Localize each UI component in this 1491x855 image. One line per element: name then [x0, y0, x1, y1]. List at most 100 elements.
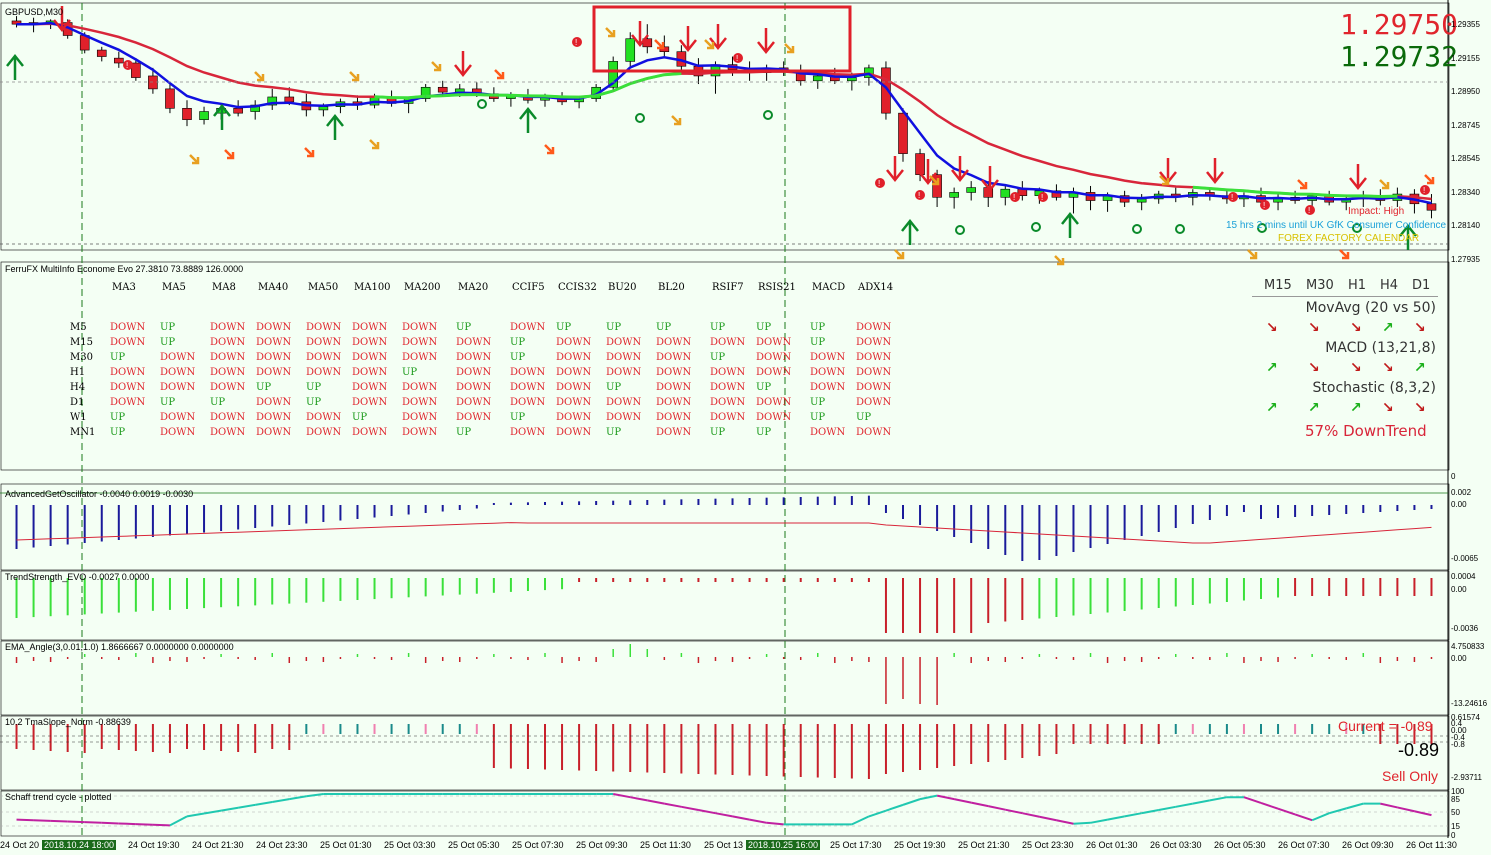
- multiinfo-cell: DOWN: [756, 397, 792, 408]
- candle-body: [165, 88, 175, 109]
- price-axis-label: 1.29155: [1451, 53, 1480, 63]
- multiinfo-cell: DOWN: [556, 352, 592, 363]
- ma-trend-segment: [374, 95, 392, 100]
- trend-arrow-icon: [372, 142, 380, 150]
- tma-scale-label: -0.4: [1451, 733, 1465, 742]
- stc-line-segment: [1260, 802, 1279, 810]
- event-marker-icon: [1228, 192, 1238, 202]
- stc-label: Schaff trend cycle - plotted: [5, 792, 112, 802]
- multiinfo-timeframe: W1: [70, 412, 87, 423]
- stc-line-segment: [647, 799, 665, 805]
- multiinfo-cell: DOWN: [756, 367, 792, 378]
- tma-scale-label: 0.4: [1451, 719, 1463, 728]
- multiinfo-column-header: MA5: [162, 282, 186, 293]
- candle-body: [182, 108, 192, 120]
- swing-marker-icon: [1257, 223, 1267, 233]
- candle-body: [114, 57, 124, 64]
- time-axis-label: 25 Oct 11:30: [640, 840, 691, 850]
- multiinfo-cell: DOWN: [556, 412, 592, 423]
- candle-body: [1051, 190, 1062, 198]
- time-axis-label: 26 Oct 01:30: [1086, 840, 1138, 850]
- stc-line-segment: [50, 819, 68, 823]
- multiinfo-cell: UP: [606, 427, 622, 438]
- multiinfo-column-header: RSIS21: [758, 282, 796, 293]
- ma-trend-segment: [1260, 190, 1279, 195]
- trend-arrow-icon: [1159, 175, 1169, 185]
- multiinfo-cell: UP: [256, 382, 272, 393]
- stc-line-segment: [868, 809, 887, 818]
- candle-body: [250, 104, 260, 112]
- multiinfo-cell: DOWN: [456, 397, 492, 408]
- multiinfo-cell: DOWN: [160, 382, 196, 393]
- multiinfo-cell: DOWN: [810, 352, 846, 363]
- event-marker-icon: [733, 53, 743, 63]
- trend-arrow-icon: [1382, 182, 1390, 190]
- multiinfo-cell: DOWN: [110, 337, 146, 348]
- stc-line-segment: [919, 794, 938, 801]
- trend-arrow-icon: [1247, 249, 1257, 259]
- trend-up-icon: ↗: [1414, 360, 1426, 376]
- time-axis-label: 24 Oct 19:30: [128, 840, 180, 850]
- stc-line-segment: [135, 823, 153, 826]
- candle-body: [1136, 198, 1147, 203]
- event-marker-icon: [1305, 205, 1315, 215]
- multiinfo-cell: DOWN: [402, 382, 438, 393]
- multiinfo-cell: UP: [510, 412, 526, 423]
- multiinfo-cell: DOWN: [606, 397, 642, 408]
- trend-arrow-icon: [1424, 174, 1434, 184]
- multiinfo-cell: DOWN: [510, 397, 546, 408]
- event-marker-icon: !: [575, 38, 577, 47]
- stc-line-segment: [1090, 818, 1108, 824]
- multiinfo-cell: DOWN: [210, 412, 246, 423]
- sell-arrow-icon: [981, 179, 999, 193]
- multiinfo-cell: DOWN: [856, 322, 892, 333]
- trend-up-icon: ↗: [1308, 400, 1320, 416]
- panel-frame: [0, 640, 1450, 716]
- price-axis-label: 1.28745: [1451, 120, 1480, 130]
- trend-up-icon: ↗: [1382, 320, 1394, 336]
- trend-timeframe-header: M15: [1264, 278, 1292, 293]
- stc-line-segment: [16, 818, 34, 822]
- multiinfo-cell: DOWN: [656, 337, 692, 348]
- stc-line-segment: [101, 821, 119, 825]
- tma-scale-label: -2.93711: [1451, 773, 1482, 782]
- multiinfo-cell: DOWN: [756, 337, 792, 348]
- event-marker-icon: [1420, 185, 1430, 195]
- stc-scale-label: 15: [1451, 822, 1460, 831]
- trend-down-icon: ↘: [1308, 320, 1320, 336]
- multiinfo-column-header: MA40: [258, 282, 289, 293]
- candle-body: [932, 174, 942, 198]
- time-axis-label: 25 Oct 21:30: [958, 840, 1010, 850]
- candle-body: [1426, 203, 1437, 211]
- multiinfo-cell: DOWN: [606, 337, 642, 348]
- time-axis-label: 25 Oct 13: [704, 840, 744, 850]
- panel-frame: [0, 570, 1450, 641]
- stc-line-segment: [681, 805, 699, 811]
- trend-arrow-icon: [932, 178, 940, 186]
- multiinfo-cell: DOWN: [656, 397, 692, 408]
- event-marker-icon: !: [1263, 201, 1265, 210]
- multiinfo-timeframe: H4: [70, 382, 86, 393]
- stc-line-segment: [1141, 809, 1159, 815]
- multiinfo-cell: DOWN: [710, 367, 746, 378]
- trend-arrow-icon: [704, 39, 714, 49]
- ma-trend-segment: [578, 94, 597, 99]
- multiinfo-cell: DOWN: [210, 352, 246, 363]
- multiinfo-cell: DOWN: [556, 367, 592, 378]
- stc-scale-label: 100: [1451, 787, 1465, 796]
- trend-down-icon: ↘: [1414, 400, 1426, 416]
- bid-price: 1.29750: [1340, 8, 1459, 41]
- time-axis-label: 25 Oct 23:30: [1022, 840, 1074, 850]
- ma-trend-segment: [544, 94, 563, 99]
- buy-arrow-icon: [1399, 223, 1417, 237]
- stc-line-segment: [953, 798, 972, 804]
- multiinfo-cell: DOWN: [856, 352, 892, 363]
- trend-arrow-icon: [224, 149, 234, 159]
- multiinfo-cell: DOWN: [606, 367, 642, 378]
- trend-arrow-icon: [349, 71, 359, 81]
- stc-scale-label: 50: [1451, 808, 1460, 817]
- multiinfo-cell: DOWN: [402, 412, 438, 423]
- candle-body: [199, 111, 209, 120]
